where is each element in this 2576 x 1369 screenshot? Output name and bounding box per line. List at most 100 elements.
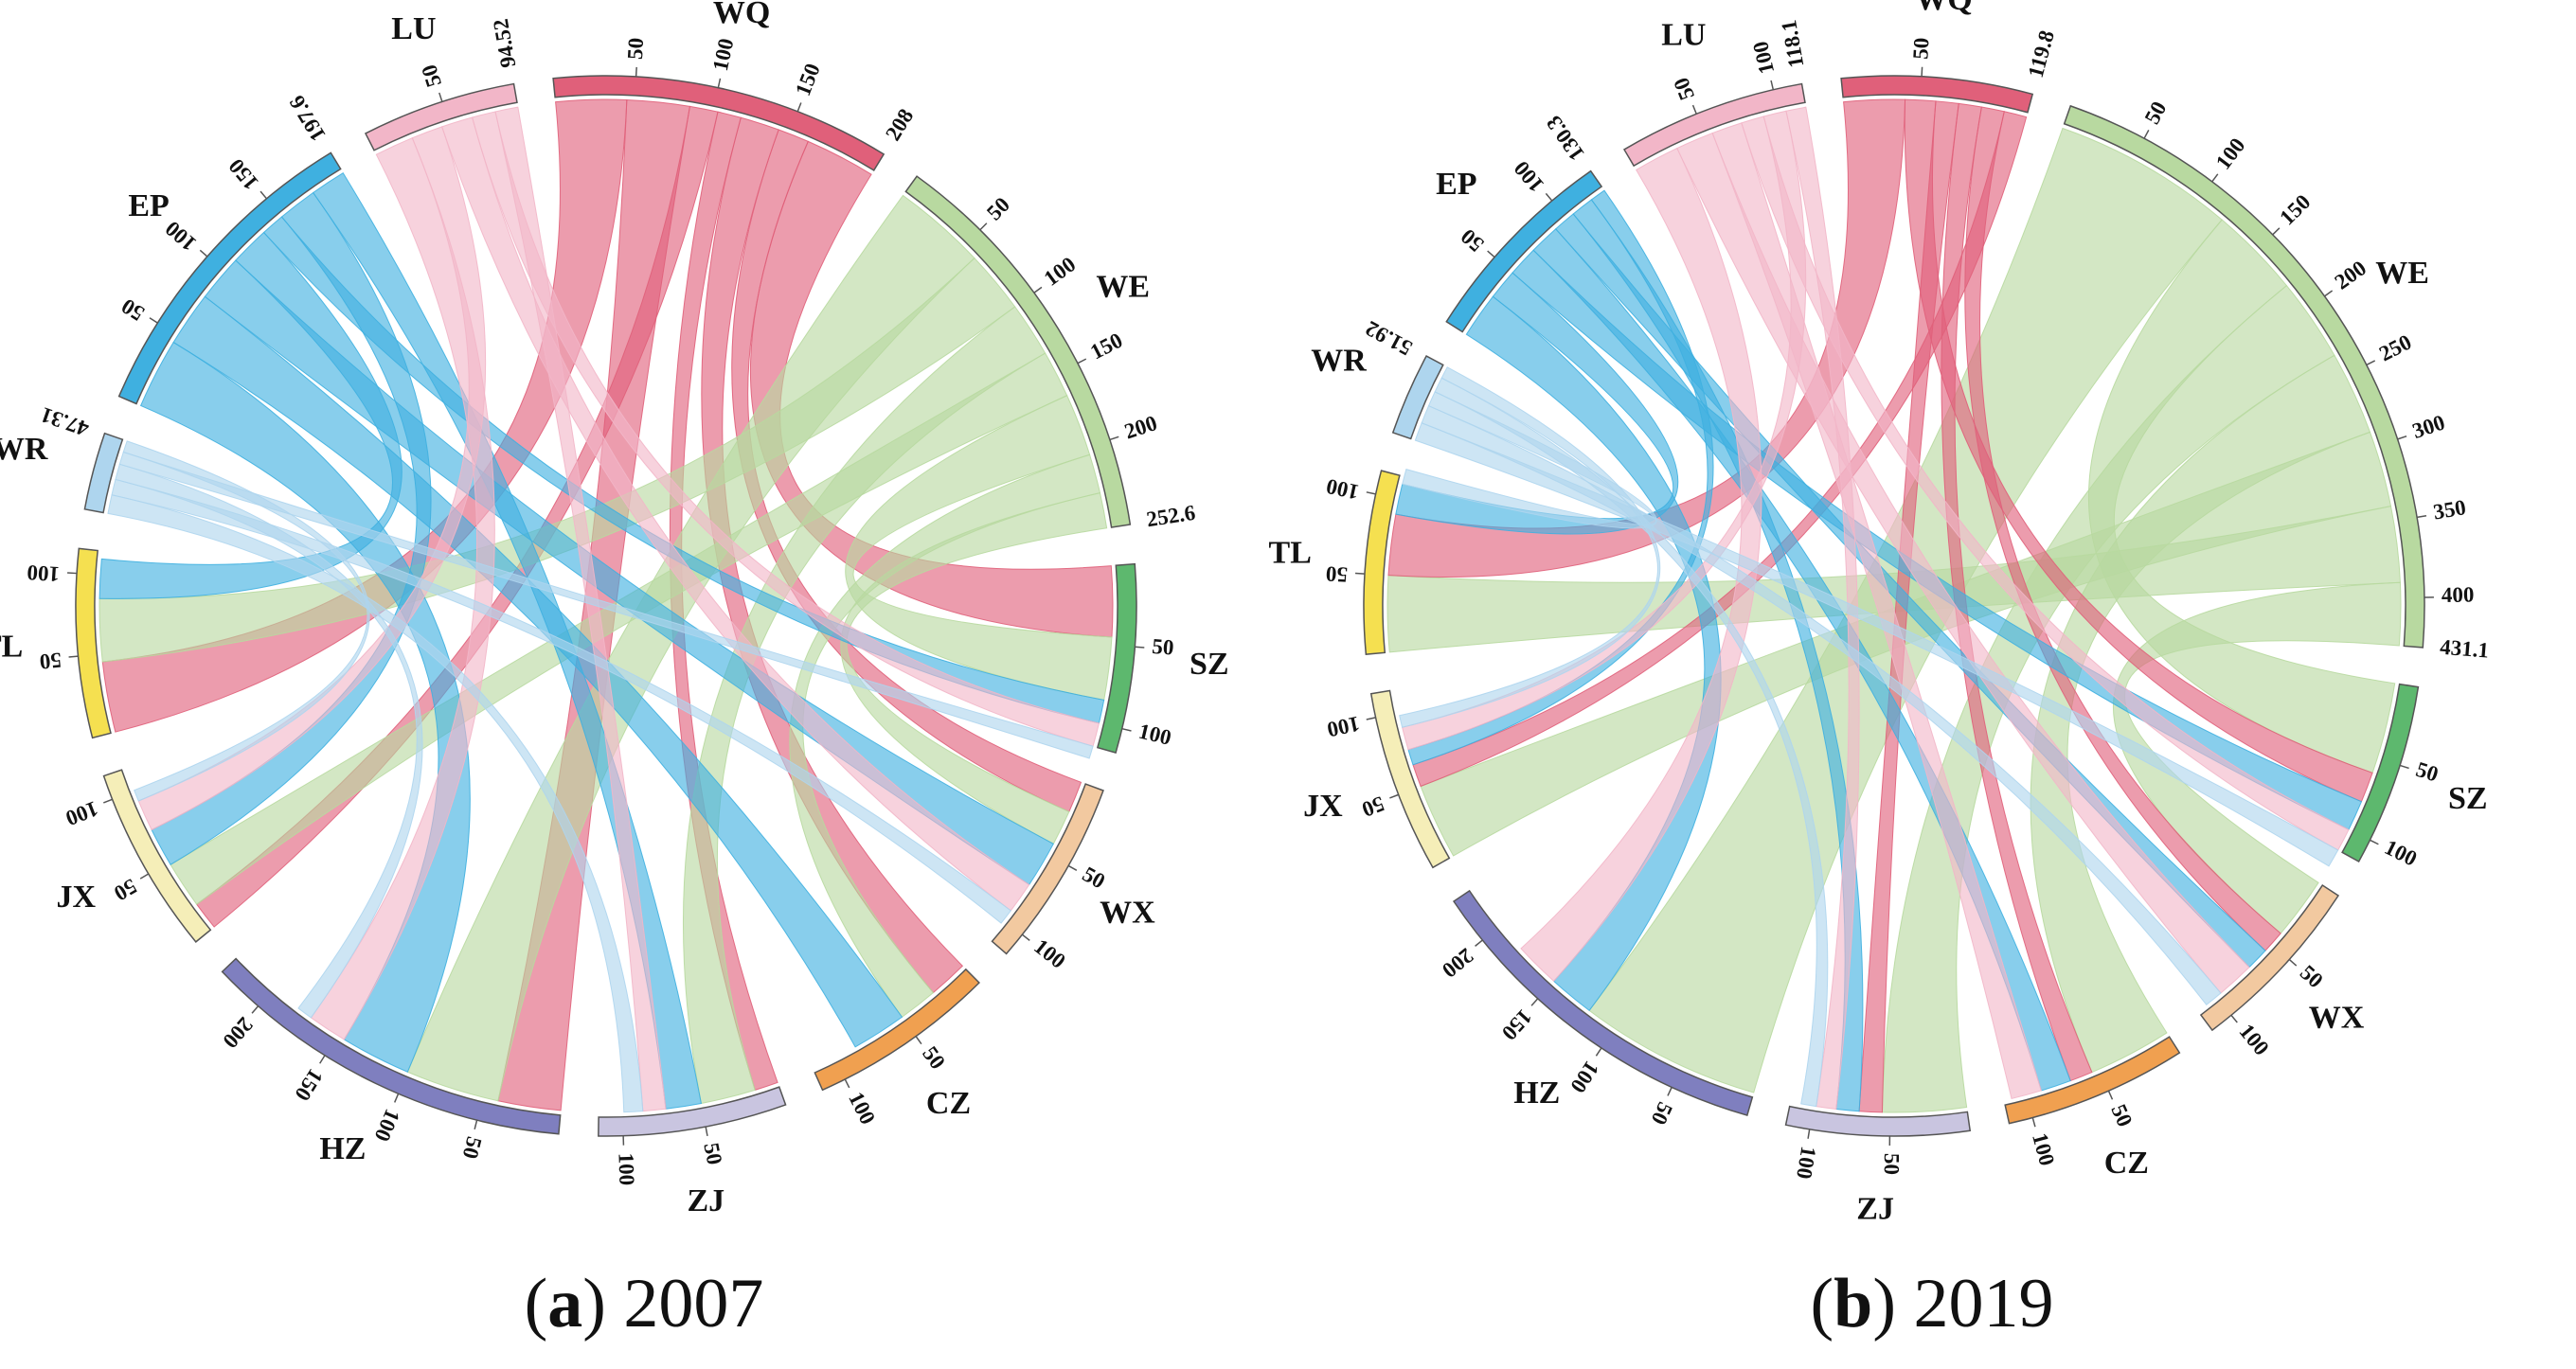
tick-mark-tl — [1366, 491, 1376, 495]
sector-label-wx: WX — [1100, 895, 1155, 930]
tick-label-zj: 100 — [614, 1152, 638, 1185]
caption-year: 2007 — [623, 1265, 764, 1342]
tick-label-lu: 100 — [1748, 39, 1779, 76]
tick-label-zj: 50 — [699, 1141, 726, 1166]
total-label-lu: 94.52 — [489, 17, 521, 69]
tick-label-we: 50 — [2140, 98, 2172, 128]
tick-label-cz: 50 — [2106, 1101, 2137, 1130]
tick-label-hz: 50 — [458, 1134, 487, 1161]
chords — [1386, 98, 2402, 1113]
tick-mark-wx — [1067, 864, 1078, 871]
tick-mark-jx — [1366, 717, 1376, 720]
sector-arc-jx — [1369, 689, 1451, 869]
chord-wr-to-jx — [1399, 366, 1661, 728]
sector-label-cz: CZ — [2104, 1146, 2149, 1181]
chords — [98, 98, 1114, 1113]
sector-arc-wq — [1840, 75, 2034, 114]
sector-arc-hz — [221, 957, 562, 1135]
total-label-ep: 130.3 — [1542, 112, 1589, 166]
sector-label-zj: ZJ — [687, 1183, 724, 1218]
sector-arc-we — [904, 175, 1132, 528]
tick-label-we: 300 — [2409, 410, 2448, 443]
chord-we-to-wx — [2112, 581, 2402, 934]
tick-mark-hz — [1595, 1047, 1602, 1057]
chord-wq-to-cz — [1941, 102, 2093, 1082]
tick-mark-ep — [1545, 192, 1553, 202]
tick-label-ep: 100 — [1510, 156, 1548, 196]
sector-label-jx: JX — [57, 880, 97, 915]
sector-arc-we — [2063, 104, 2425, 649]
chord-diagram-2019: 50119.8WQ50100150200250300350400431.1WE5… — [1269, 0, 2490, 1226]
tick-label-ep: 50 — [117, 294, 149, 326]
tick-label-wq: 50 — [1908, 37, 1933, 60]
tick-label-we: 50 — [982, 192, 1014, 224]
tick-mark-wq — [717, 78, 722, 88]
tick-mark-jx — [102, 798, 113, 804]
tick-label-jx: 100 — [1325, 712, 1362, 742]
total-label-wq: 208 — [881, 104, 918, 144]
chord-ep-to-jx — [1407, 189, 1714, 766]
chord-lu-to-jx — [1402, 110, 1807, 751]
tick-label-we: 350 — [2431, 495, 2467, 524]
sector-arc-cz — [814, 968, 980, 1092]
tick-label-hz: 50 — [1647, 1098, 1677, 1128]
tick-label-jx: 50 — [110, 874, 140, 905]
sector-arc-jx — [102, 769, 212, 943]
tick-label-hz: 100 — [370, 1106, 405, 1146]
sector-arc-wr — [1391, 355, 1444, 440]
chord-ep-to-sz — [262, 216, 1105, 724]
tick-mark-tl — [1354, 572, 1366, 575]
chord-wr-to-zj — [107, 494, 644, 1113]
tick-label-ep: 150 — [224, 154, 263, 195]
tick-label-wx: 50 — [1079, 862, 1109, 893]
tick-mark-hz — [474, 1119, 478, 1130]
tick-mark-lu — [438, 92, 443, 102]
tick-label-we: 100 — [2211, 133, 2250, 174]
chord-wq-to-wx — [1964, 106, 2281, 951]
caption-letter: a — [547, 1265, 583, 1342]
chord-lu-to-hz — [1520, 147, 1762, 982]
tick-label-sz: 100 — [1136, 720, 1173, 750]
tick-label-wq: 50 — [623, 37, 648, 60]
tick-label-we: 150 — [1086, 329, 1126, 364]
tick-mark-ep — [199, 249, 208, 258]
tick-mark-tl — [67, 572, 78, 575]
chord-wq-to-zj — [1858, 100, 1959, 1113]
tick-mark-we — [1077, 358, 1087, 364]
tick-label-wx: 100 — [2234, 1020, 2273, 1060]
chord-we-to-tl — [98, 257, 1016, 663]
sector-label-cz: CZ — [926, 1086, 971, 1121]
tick-label-we: 200 — [1121, 411, 1160, 444]
chord-wq-to-sz — [1904, 98, 2373, 803]
tick-mark-cz — [915, 1036, 922, 1045]
tick-mark-sz — [2370, 839, 2379, 845]
tick-label-jx: 100 — [63, 796, 101, 830]
chord-lu-to-zj — [494, 106, 667, 1112]
sector-arc-tl — [1363, 470, 1401, 655]
tick-mark-tl — [68, 655, 79, 658]
sector-arc-wr — [83, 432, 124, 514]
tick-mark-hz — [1667, 1087, 1673, 1096]
tick-mark-we — [2272, 227, 2281, 236]
tick-mark-jx — [139, 873, 150, 880]
tick-mark-wx — [2288, 958, 2298, 967]
sector-arc-wq — [552, 75, 886, 171]
tick-label-hz: 150 — [1497, 1005, 1537, 1044]
sector-arc-sz — [1096, 562, 1137, 755]
tick-mark-hz — [1530, 998, 1539, 1006]
sector-arc-zj — [598, 1086, 787, 1137]
tick-label-we: 150 — [2275, 190, 2315, 230]
tick-label-we: 200 — [2331, 256, 2371, 293]
sector-label-wq: WQ — [713, 0, 770, 30]
tick-label-lu: 50 — [1669, 74, 1699, 103]
tick-mark-we — [2324, 290, 2334, 297]
chord-wr-to-jx — [122, 440, 370, 802]
tick-mark-wx — [2230, 1014, 2238, 1023]
tick-label-we: 250 — [2375, 329, 2415, 365]
sector-arc-wx — [2199, 884, 2340, 1032]
sector-label-lu: LU — [1661, 18, 1706, 53]
chord-wr-to-zj — [1434, 377, 1829, 1108]
chord-ep-to-hz — [139, 341, 471, 1073]
total-label-wq: 119.8 — [2024, 27, 2059, 80]
tick-mark-hz — [319, 1055, 326, 1064]
